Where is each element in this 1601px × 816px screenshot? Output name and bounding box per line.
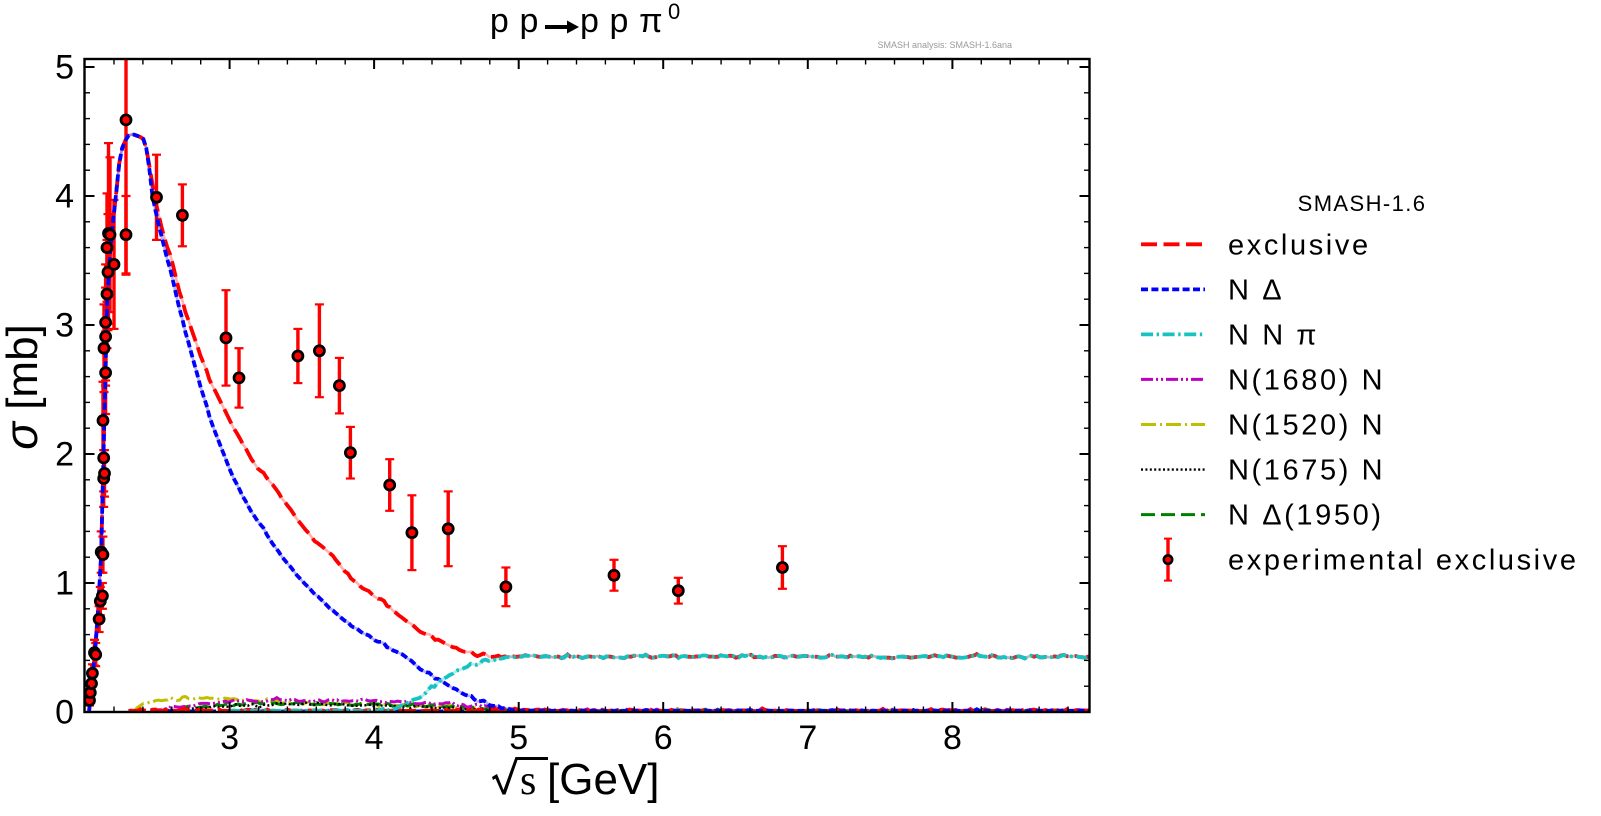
svg-text:[GeV]: [GeV]: [547, 755, 660, 804]
svg-text:5: 5: [509, 719, 528, 757]
svg-text:N N π: N N π: [1228, 319, 1319, 351]
svg-text:6: 6: [654, 719, 673, 757]
svg-text:4: 4: [365, 719, 384, 757]
svg-text:3: 3: [220, 719, 239, 757]
svg-text:N Δ(1950): N Δ(1950): [1228, 500, 1384, 532]
svg-text:SMASH-1.6: SMASH-1.6: [1298, 191, 1427, 216]
svg-text:N(1520) N: N(1520) N: [1228, 410, 1385, 442]
svg-text:N Δ: N Δ: [1228, 274, 1284, 306]
svg-text:N(1680) N: N(1680) N: [1228, 364, 1385, 396]
svg-text:p p: p p: [490, 2, 539, 40]
svg-text:p p π: p p π: [580, 2, 663, 40]
svg-text:2: 2: [55, 436, 74, 474]
svg-text:0: 0: [668, 0, 680, 24]
svg-text:SMASH analysis: SMASH-1.6ana: SMASH analysis: SMASH-1.6ana: [877, 40, 1012, 50]
svg-text:s: s: [520, 758, 536, 804]
svg-text:σ [mb]: σ [mb]: [0, 324, 47, 450]
svg-text:4: 4: [55, 178, 74, 216]
svg-text:experimental exclusive: experimental exclusive: [1228, 545, 1579, 577]
svg-text:7: 7: [798, 719, 817, 757]
svg-text:exclusive: exclusive: [1228, 229, 1371, 261]
svg-text:0: 0: [55, 694, 74, 732]
svg-text:N(1675) N: N(1675) N: [1228, 455, 1385, 487]
svg-text:3: 3: [55, 307, 74, 345]
svg-text:1: 1: [55, 565, 74, 603]
svg-text:5: 5: [55, 49, 74, 87]
svg-text:8: 8: [943, 719, 962, 757]
